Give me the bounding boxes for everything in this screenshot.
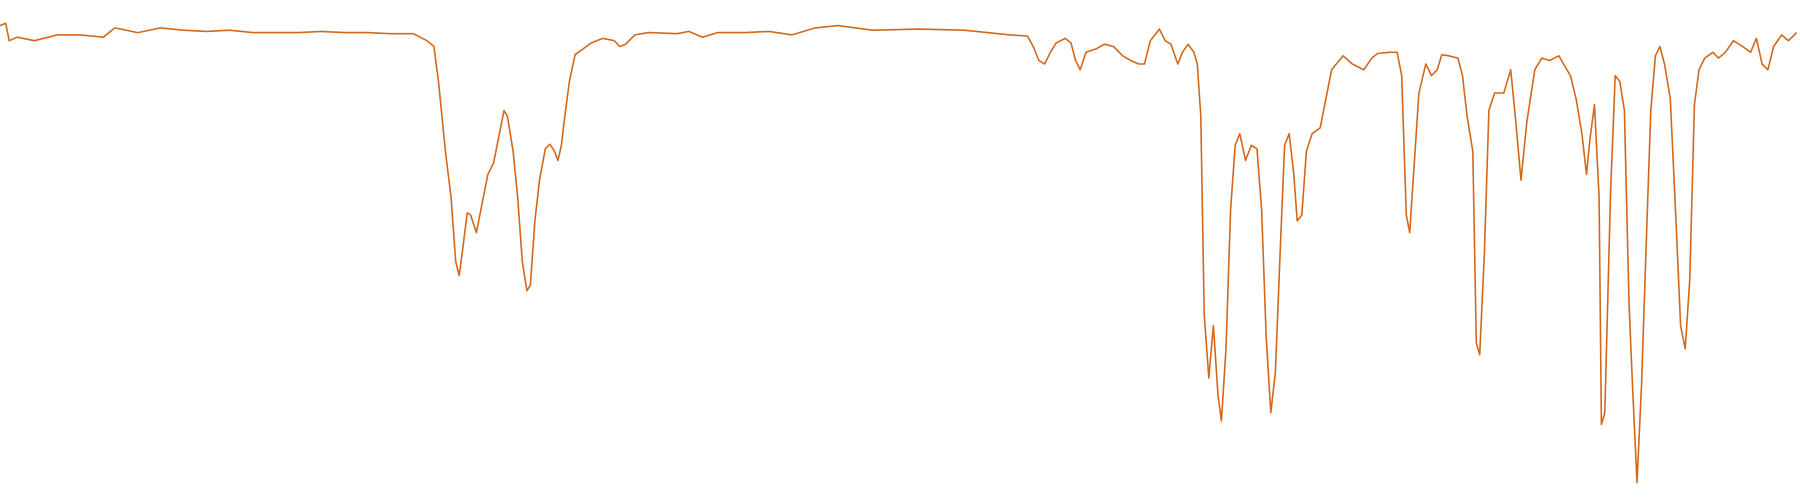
spectrum-line	[0, 22, 1798, 484]
